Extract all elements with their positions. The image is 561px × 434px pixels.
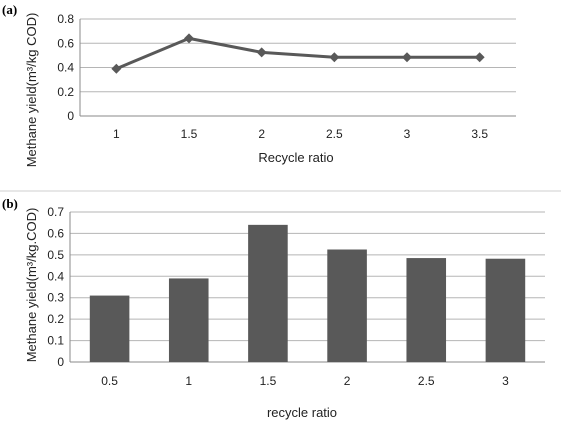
chart-b-x-tick-label: 3 — [502, 374, 509, 388]
chart-a-x-axis-title: Recycle ratio — [258, 150, 333, 165]
chart-a-point — [256, 47, 267, 58]
chart-b-x-tick-label: 1 — [185, 374, 192, 388]
chart-b-x-tick-label: 2 — [344, 374, 351, 388]
chart-a-point — [329, 52, 340, 63]
chart-b-x-tick-label: 2.5 — [418, 374, 435, 388]
chart-b-y-tick-label: 0.1 — [47, 334, 64, 348]
chart-b-bar — [406, 258, 447, 362]
chart-a-x-tick-label: 3 — [404, 127, 411, 141]
chart-a-point — [474, 52, 485, 63]
chart-a-x-tick-label: 1 — [113, 127, 120, 141]
chart-a-y-tick-label: 0.4 — [57, 61, 74, 75]
chart-b-panel-label: (b) — [2, 196, 18, 211]
chart-b-y-tick-label: 0.2 — [47, 312, 64, 326]
chart-b-bar — [89, 295, 130, 362]
chart-b-y-tick-label: 0.3 — [47, 291, 64, 305]
chart-a-x-tick-label: 3.5 — [471, 127, 488, 141]
chart-a-y-tick-label: 0 — [67, 109, 74, 123]
chart-a-point — [402, 52, 412, 63]
chart-b-bar — [327, 249, 367, 362]
chart-b-y-tick-label: 0 — [57, 355, 64, 369]
chart-b-bar — [485, 258, 526, 362]
chart-b-x-tick-label: 0.5 — [101, 374, 118, 388]
chart-b-y-tick-label: 0.6 — [47, 226, 64, 240]
chart-b-bar — [168, 278, 209, 362]
chart-b-y-tick-label: 0.7 — [47, 205, 64, 219]
chart-a-point — [111, 63, 122, 74]
chart-a-y-tick-label: 0.8 — [57, 12, 74, 26]
chart-a-panel-label: (a) — [2, 2, 17, 17]
chart-a-y-tick-label: 0.2 — [57, 85, 74, 99]
chart-a-x-tick-label: 2 — [258, 127, 265, 141]
chart-b-bar: (b) Methane yield(m³/kg.COD) recycle rat… — [2, 196, 545, 420]
chart-b-y-tick-label: 0.5 — [47, 248, 64, 262]
chart-a-point — [184, 33, 194, 44]
chart-a-x-tick-label: 2.5 — [326, 127, 343, 141]
chart-a-y-axis-title: Methane yield(m³/kg COD) — [24, 13, 39, 168]
chart-b-x-tick-label: 1.5 — [260, 374, 277, 388]
chart-a-series-line — [115, 36, 480, 71]
chart-a-y-tick-label: 0.6 — [57, 36, 74, 50]
chart-a-line: (a) Methane yield(m³/kg COD) Recycle rat… — [2, 2, 516, 167]
chart-b-y-axis-title: Methane yield(m³/kg.COD) — [24, 208, 39, 363]
chart-b-x-axis-title: recycle ratio — [267, 405, 337, 420]
chart-a-x-tick-label: 1.5 — [181, 127, 198, 141]
chart-b-bar — [248, 224, 288, 362]
chart-b-y-tick-label: 0.4 — [47, 269, 64, 283]
